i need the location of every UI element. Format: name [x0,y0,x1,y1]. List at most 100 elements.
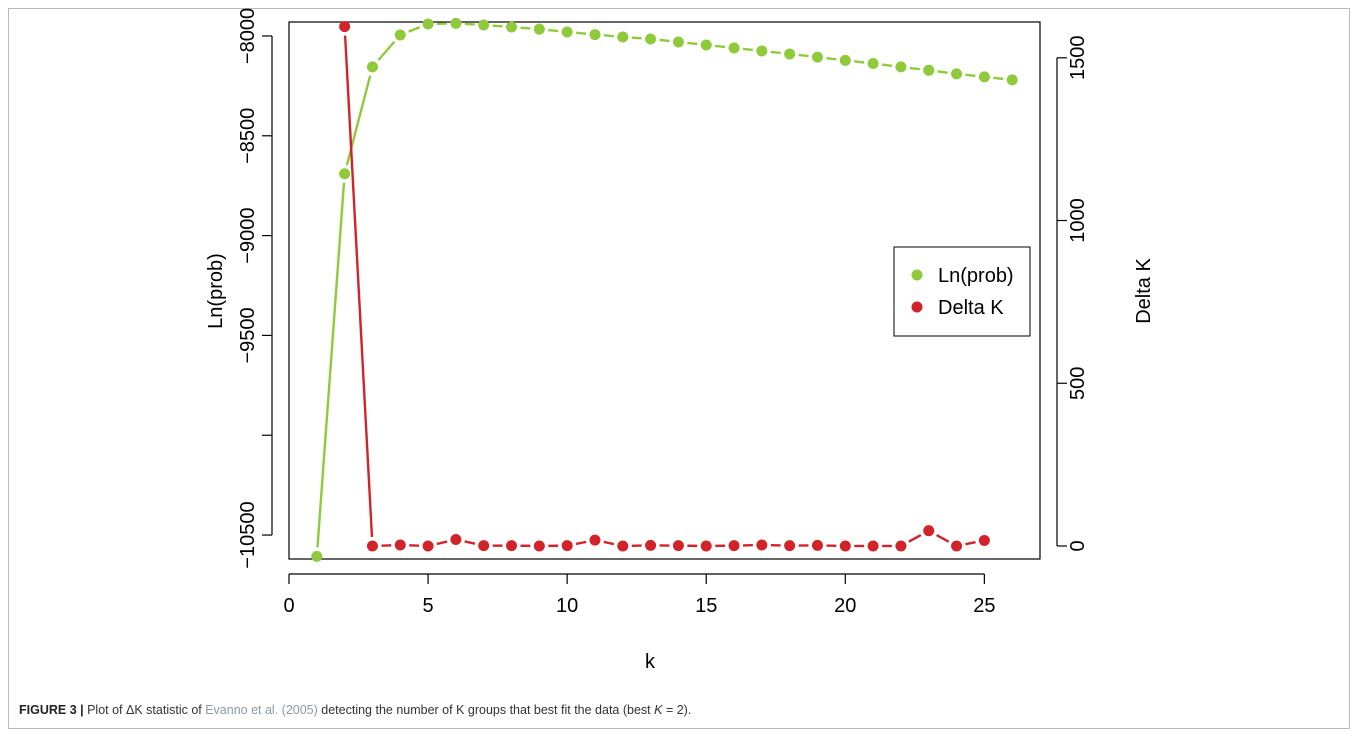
series-point-lnprob [478,19,490,31]
legend-marker-lnprob [911,269,923,281]
series-point-lnprob [450,17,462,29]
series-point-deltak [700,540,712,552]
series-point-deltak [923,525,935,537]
series-point-deltak [422,540,434,552]
series-point-deltak [951,540,963,552]
series-line-deltak [936,533,950,543]
series-point-deltak [394,539,406,551]
series-point-deltak [450,533,462,545]
series-line-lnprob [854,60,865,64]
series-point-deltak [867,540,879,552]
series-line-lnprob [659,38,670,43]
series-points [311,17,1018,562]
series-line-lnprob [687,41,698,46]
series-line-lnprob [881,63,893,68]
series-point-lnprob [839,54,851,66]
y-right-tick-label: 0 [1067,540,1089,551]
legend-label-lnprob: Ln(prob) [938,265,1014,287]
series-lines [316,22,1004,548]
y-left-axis-label: Ln(prob) [205,253,227,329]
x-tick-label: 5 [423,595,434,617]
series-line-deltak [603,540,615,546]
legend-marker-deltak [911,301,923,313]
series-point-deltak [561,540,573,552]
y-right-axis-label: Delta K [1133,258,1155,324]
series-line-lnprob [464,22,475,26]
series-point-lnprob [589,29,601,41]
x-tick-label: 0 [283,595,294,617]
series-line-lnprob [603,34,614,38]
series-point-deltak [339,21,351,33]
series-line-deltak [575,540,587,546]
series-line-lnprob [993,76,1004,81]
series-point-lnprob [339,168,351,180]
series-line-lnprob [408,26,421,33]
x-tick-label: 25 [973,595,995,617]
legend-label-deltak: Delta K [938,297,1004,319]
series-point-lnprob [784,48,796,60]
plot-box [288,21,1041,560]
series-point-deltak [478,540,490,552]
series-point-lnprob [366,61,378,73]
series-point-deltak [784,540,796,552]
series-point-deltak [895,540,907,552]
series-line-deltak [464,540,476,545]
series-line-lnprob [965,73,976,78]
legend-box [893,246,1031,337]
series-line-deltak [436,540,448,546]
figure-caption: FIGURE 3 | Plot of ΔK statistic of Evann… [19,703,1339,717]
series-line-lnprob [770,50,781,55]
series-line-lnprob [909,66,920,71]
series-line-deltak [343,35,374,538]
series-point-lnprob [561,26,573,38]
series-point-deltak [839,540,851,552]
x-tick-label: 15 [695,595,717,617]
series-point-lnprob [506,21,518,33]
series-point-lnprob [645,33,657,45]
series-point-deltak [533,540,545,552]
series-point-lnprob [1006,74,1018,86]
series-point-lnprob [311,550,323,562]
caption-reference-link[interactable]: Evanno et al. (2005) [205,703,318,717]
y-right-tick-label: 1000 [1067,198,1089,243]
series-point-lnprob [978,71,990,83]
caption-text-2: detecting the number of K groups that be… [317,703,655,717]
y-left-tick-label: −8000 [237,8,259,64]
y-left-tick-label: −8500 [237,108,259,164]
series-line-lnprob [937,70,948,74]
caption-best-k-var: K [654,703,663,717]
series-point-deltak [728,540,740,552]
series-point-lnprob [895,61,907,73]
series-line-lnprob [377,40,396,61]
series-line-lnprob [548,28,559,33]
y-left-tick-label: −9500 [237,307,259,363]
series-point-lnprob [756,45,768,57]
series-point-deltak [672,540,684,552]
axes: 0 5 10 15 20 25 −10500 −9500 −9000 −8500 −8000 0 500… [237,8,1089,617]
series-line-lnprob [575,31,587,35]
series-line-lnprob [715,44,726,49]
series-point-lnprob [394,29,406,41]
series-line-lnprob [316,182,346,548]
series-point-lnprob [700,39,712,51]
series-point-lnprob [811,51,823,63]
x-tick-label: 10 [556,595,578,617]
y-right-tick-label: 1500 [1067,36,1089,81]
legend: Ln(prob) Delta K [893,246,1031,337]
series-point-lnprob [422,18,434,30]
series-line-lnprob [492,24,503,28]
series-line-lnprob [742,47,754,52]
figure-frame [8,8,1350,729]
series-point-lnprob [728,42,740,54]
series-point-deltak [617,540,629,552]
y-left-tick-label: −10500 [237,501,259,568]
series-line-lnprob [826,56,837,61]
series-point-deltak [756,539,768,551]
series-point-deltak [506,540,518,552]
caption-figure-label: FIGURE 3 | [19,703,84,717]
series-line-deltak [965,541,976,546]
series-point-lnprob [923,64,935,76]
series-point-lnprob [533,23,545,35]
y-left-tick-label: −9000 [237,208,259,264]
series-line-deltak [908,533,922,543]
